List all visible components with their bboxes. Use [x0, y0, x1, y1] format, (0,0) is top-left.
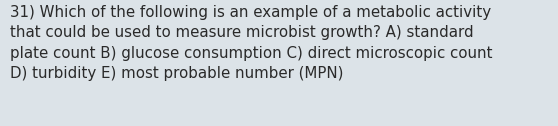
Text: 31) Which of the following is an example of a metabolic activity
that could be u: 31) Which of the following is an example… [10, 5, 493, 81]
